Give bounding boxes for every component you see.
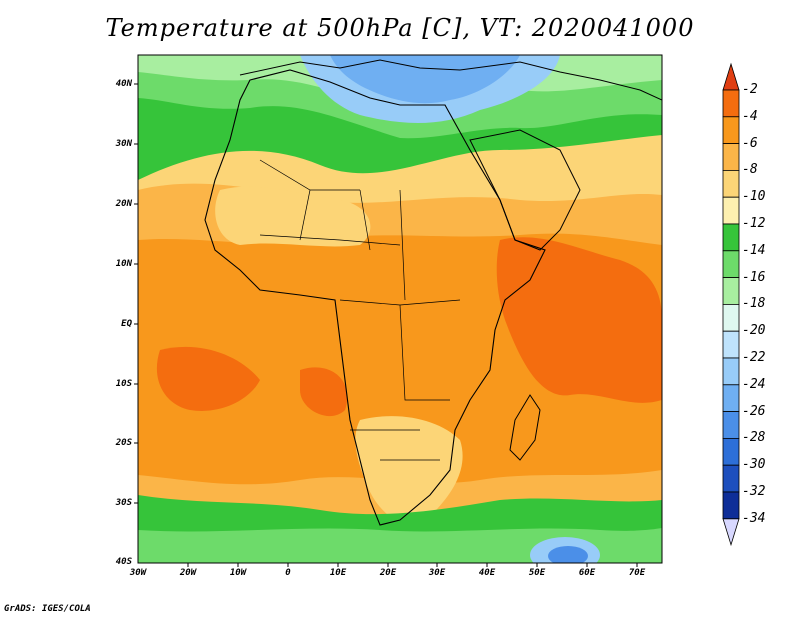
lat-label-20s: 20S bbox=[115, 438, 132, 448]
colorbar-level-label: -16 bbox=[742, 269, 766, 285]
country-borders bbox=[259, 159, 461, 461]
colorbar-level-label: -32 bbox=[742, 484, 766, 499]
colorbar-level-label: -24 bbox=[742, 376, 766, 392]
colorbar-segment bbox=[722, 169, 740, 198]
colorbar-segment bbox=[722, 411, 740, 439]
europe-outline bbox=[239, 59, 662, 101]
colorbar-segment bbox=[722, 223, 740, 252]
lon-label-70e: 70E bbox=[628, 568, 646, 578]
colorbar-level-label: -8 bbox=[742, 162, 758, 178]
warm-patch-east bbox=[496, 237, 662, 403]
colorbar-segment bbox=[722, 303, 740, 332]
colorbar-segment bbox=[722, 143, 740, 171]
colorbar-level-label: -18 bbox=[742, 296, 766, 312]
lon-label-10w: 10W bbox=[229, 568, 247, 578]
chart-title: Temperature at 500hPa [C], VT: 202004100… bbox=[105, 14, 695, 42]
colorbar-segment bbox=[722, 116, 740, 145]
colorbar-level-label: -28 bbox=[742, 430, 766, 446]
lat-ticks bbox=[134, 83, 138, 504]
colorbar-level-label: -6 bbox=[742, 135, 758, 151]
colorbar-level-label: -10 bbox=[742, 189, 766, 205]
lat-label-20n: 20N bbox=[115, 199, 132, 209]
colorbar-segment bbox=[722, 330, 740, 359]
colorbar-segment bbox=[722, 250, 740, 279]
colorbar-cap-bottom bbox=[722, 518, 740, 547]
lat-label-10s: 10S bbox=[115, 379, 132, 389]
colorbar-segment bbox=[722, 464, 740, 493]
temperature-field bbox=[138, 55, 662, 563]
warm-patch-south-atlantic bbox=[300, 367, 348, 417]
lon-label-60e: 60E bbox=[578, 568, 596, 578]
lon-label-0: 0 bbox=[285, 568, 291, 578]
colorbar-level-label: -2 bbox=[742, 82, 758, 97]
lon-label-50e: 50E bbox=[528, 568, 546, 578]
land-yellow-sahel bbox=[215, 186, 371, 247]
colorbar bbox=[722, 62, 740, 547]
colorbar-level-label: -34 bbox=[742, 510, 766, 526]
colorbar-segment bbox=[722, 384, 740, 412]
colorbar-segment bbox=[722, 357, 740, 386]
colorbar-level-label: -20 bbox=[742, 323, 766, 339]
lat-label-30n: 30N bbox=[115, 139, 132, 149]
plot-frame bbox=[137, 54, 663, 564]
warm-patch-southwest bbox=[156, 346, 260, 411]
colorbar-segment bbox=[722, 491, 740, 520]
arabia-outline bbox=[469, 129, 581, 251]
lon-ticks bbox=[187, 563, 638, 567]
colorbar-segment bbox=[722, 196, 740, 225]
colorbar-level-label: -14 bbox=[742, 242, 766, 258]
lat-label-40s: 40S bbox=[115, 557, 132, 567]
lat-label-40n: 40N bbox=[115, 79, 132, 89]
colorbar-level-label: -30 bbox=[742, 457, 766, 473]
lon-label-40e: 40E bbox=[478, 568, 496, 578]
colorbar-segment bbox=[722, 277, 740, 305]
lon-label-20w: 20W bbox=[179, 568, 197, 578]
colorbar-level-label: -22 bbox=[742, 350, 766, 365]
lat-label-eq: EQ bbox=[121, 319, 132, 329]
lon-label-30w: 30W bbox=[129, 568, 147, 578]
colorbar-level-label: -4 bbox=[742, 108, 758, 124]
footer-credit: GrADS: IGES/COLA bbox=[4, 604, 91, 614]
cold-core-deep bbox=[330, 55, 520, 104]
colorbar-cap-top bbox=[722, 62, 740, 91]
colorbar-level-label: -26 bbox=[742, 403, 766, 419]
lon-label-20e: 20E bbox=[379, 568, 397, 578]
lat-label-30s: 30S bbox=[115, 498, 132, 508]
lat-label-10n: 10N bbox=[115, 259, 132, 269]
colorbar-segment bbox=[722, 89, 740, 118]
colorbar-level-label: -12 bbox=[742, 216, 766, 231]
lon-label-10e: 10E bbox=[329, 568, 347, 578]
land-yellow-south bbox=[355, 416, 463, 526]
africa-outline bbox=[204, 69, 546, 526]
madagascar-outline bbox=[509, 394, 541, 461]
colorbar-segment bbox=[722, 437, 740, 466]
lon-label-30e: 30E bbox=[428, 568, 446, 578]
cold-core-southeast-inner bbox=[548, 546, 588, 563]
